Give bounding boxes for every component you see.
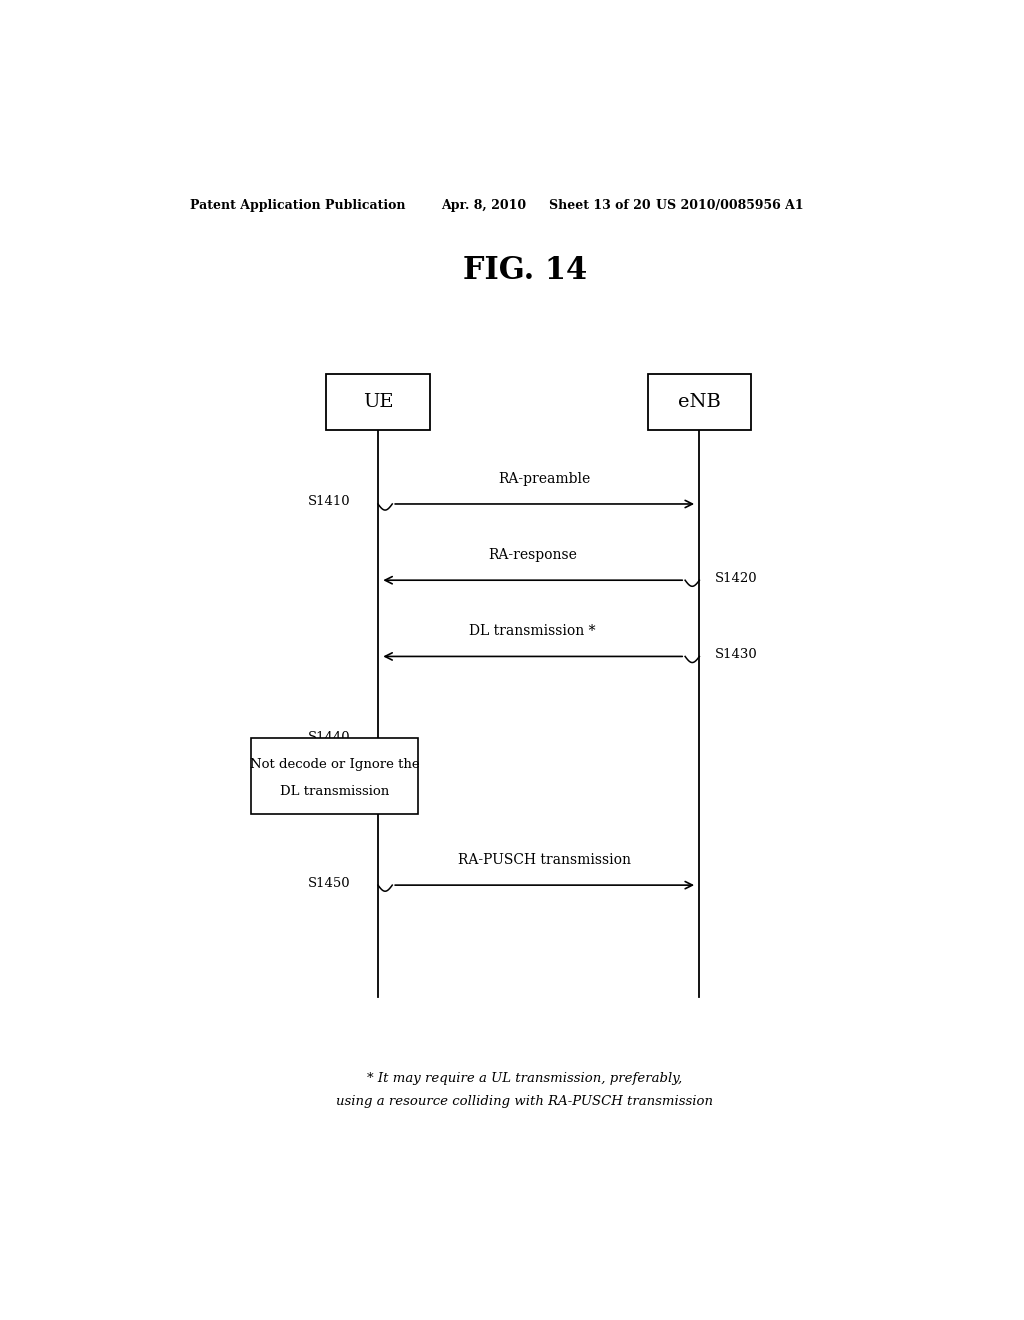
- Text: S1420: S1420: [715, 572, 758, 585]
- Text: US 2010/0085956 A1: US 2010/0085956 A1: [655, 198, 804, 211]
- Text: S1440: S1440: [308, 731, 351, 744]
- Text: S1450: S1450: [308, 876, 351, 890]
- Text: Apr. 8, 2010: Apr. 8, 2010: [441, 198, 526, 211]
- Text: RA-preamble: RA-preamble: [499, 471, 591, 486]
- Text: UE: UE: [362, 393, 393, 412]
- Text: Sheet 13 of 20: Sheet 13 of 20: [549, 198, 650, 211]
- Bar: [327, 375, 430, 430]
- Text: S1430: S1430: [715, 648, 758, 661]
- Bar: [251, 738, 418, 814]
- Text: S1410: S1410: [308, 495, 351, 508]
- Text: DL transmission: DL transmission: [280, 784, 389, 797]
- Text: DL transmission *: DL transmission *: [469, 624, 596, 638]
- Text: eNB: eNB: [678, 393, 721, 412]
- Text: FIG. 14: FIG. 14: [463, 255, 587, 285]
- Bar: [648, 375, 751, 430]
- Text: Patent Application Publication: Patent Application Publication: [189, 198, 406, 211]
- Text: RA-response: RA-response: [488, 548, 578, 562]
- Text: * It may require a UL transmission, preferably,: * It may require a UL transmission, pref…: [368, 1072, 682, 1085]
- Text: RA-PUSCH transmission: RA-PUSCH transmission: [458, 853, 631, 867]
- Text: using a resource colliding with RA-PUSCH transmission: using a resource colliding with RA-PUSCH…: [336, 1096, 714, 1107]
- Text: Not decode or Ignore the: Not decode or Ignore the: [250, 758, 419, 771]
